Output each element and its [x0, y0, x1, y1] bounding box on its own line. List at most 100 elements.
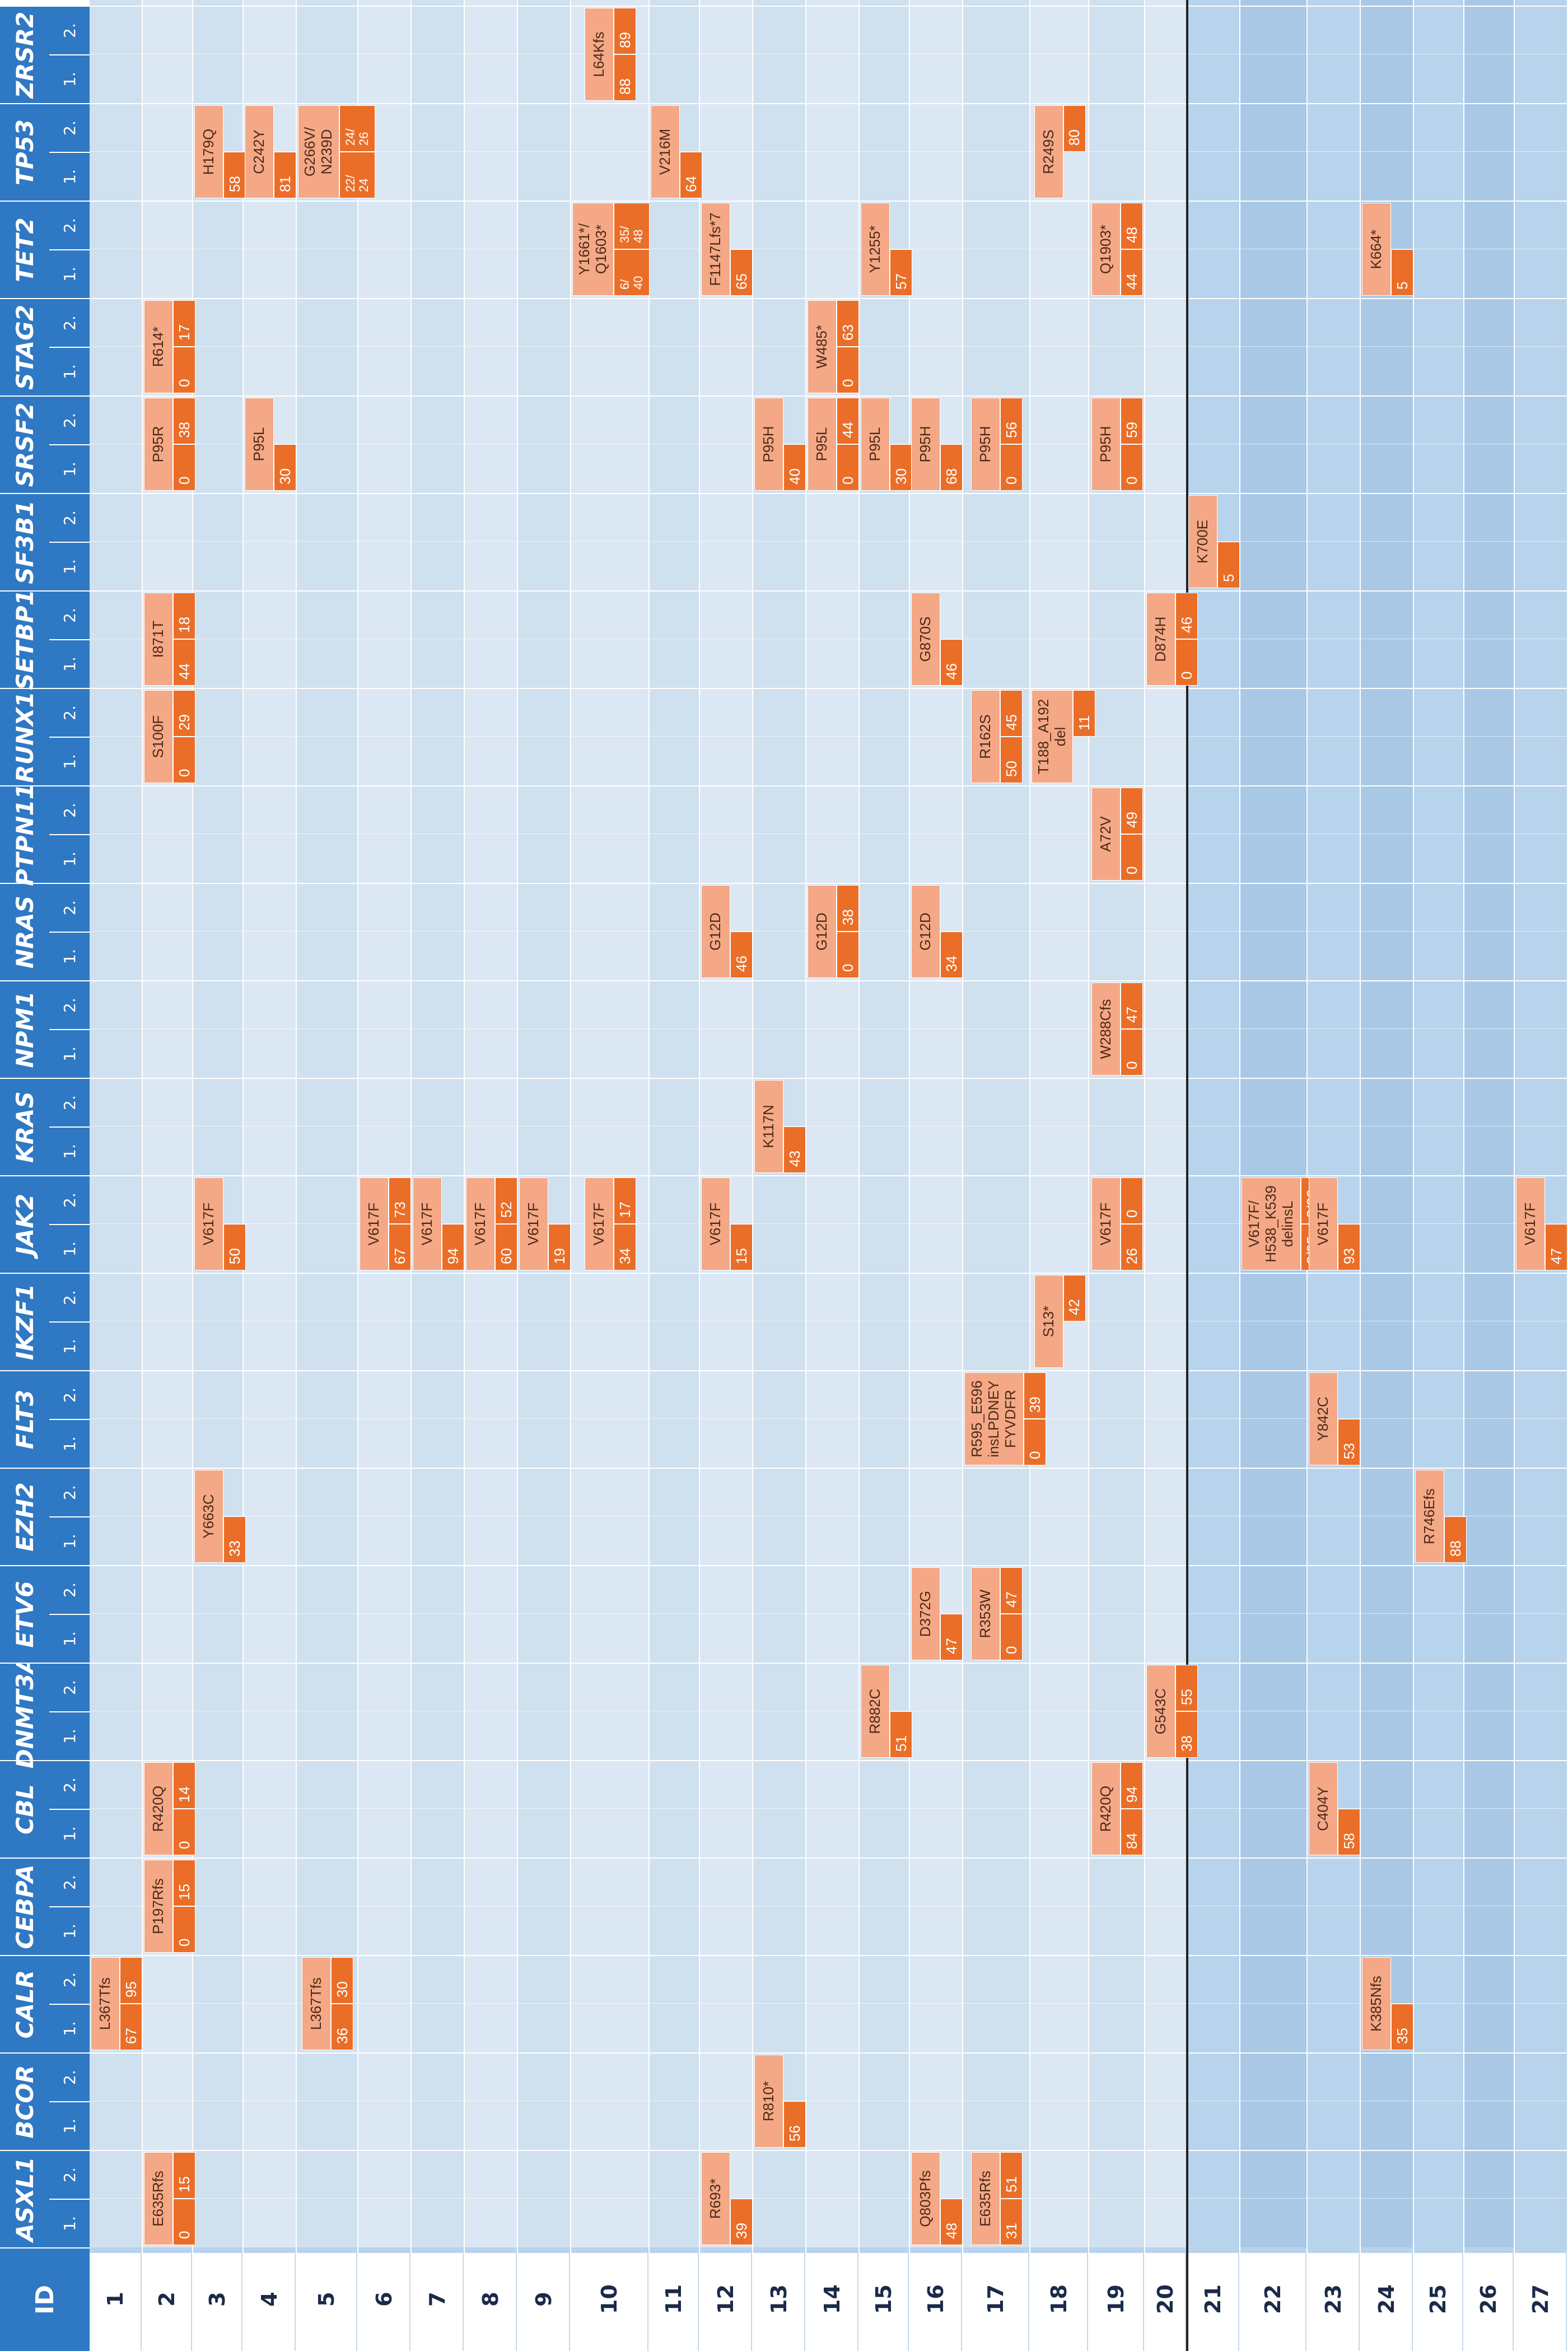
table-cell	[1361, 2150, 1413, 2247]
row-id: 12	[700, 2247, 752, 2351]
table-cell	[1089, 1955, 1144, 2052]
cell-divider	[1414, 2198, 1463, 2199]
row-id-marker	[297, 2247, 357, 2253]
table-cell	[1030, 201, 1088, 298]
cell-divider	[244, 736, 296, 737]
table-cell	[244, 298, 296, 395]
gene-header-flt3: FLT3	[0, 1370, 49, 1468]
table-cell	[753, 1273, 805, 1370]
vaf-row: 58	[223, 105, 246, 198]
cell-divider	[910, 1808, 962, 1809]
table-cell	[358, 1565, 410, 1663]
cell-divider	[193, 1613, 242, 1614]
table-cell	[1187, 201, 1239, 298]
row-id-marker	[1030, 2247, 1088, 2253]
table-cell	[1145, 1468, 1186, 1565]
table-cell	[1030, 785, 1088, 883]
table-cell	[1414, 1663, 1463, 1760]
mutation-entry: K700E 5	[1188, 495, 1240, 588]
table-cell	[1145, 785, 1186, 883]
vaf-timepoint-2: 95	[120, 1957, 142, 2004]
table-cell	[143, 1663, 192, 1760]
table-cell	[700, 1370, 752, 1468]
table-cell	[518, 2150, 570, 2247]
timepoint-header: 2.	[49, 1370, 90, 1419]
cell-divider	[806, 2198, 858, 2199]
vaf-timepoint-2	[890, 1665, 912, 1711]
table-cell	[1145, 103, 1186, 201]
table-cell	[1464, 980, 1514, 1078]
cell-divider	[650, 1223, 699, 1224]
table-cell	[963, 201, 1029, 298]
vaf-timepoint-2	[730, 203, 753, 249]
cell-divider	[1515, 541, 1567, 542]
cell-divider	[1515, 151, 1567, 152]
table-cell	[806, 785, 858, 883]
cell-divider	[1187, 2198, 1239, 2199]
table-cell	[193, 688, 242, 785]
vaf-timepoint-1: 30	[274, 444, 296, 491]
table-cell	[753, 883, 805, 980]
table-cell	[1187, 6, 1239, 103]
row-id-marker	[518, 2247, 570, 2253]
table-cell	[518, 785, 570, 883]
cell-divider	[1414, 1223, 1463, 1224]
table-cell	[90, 103, 142, 201]
table-cell	[143, 1468, 192, 1565]
cell-divider	[1464, 346, 1514, 347]
cell-divider	[297, 1808, 357, 1809]
cell-divider	[518, 541, 570, 542]
timepoint-header: 2.	[49, 1175, 90, 1224]
cell-divider	[465, 1613, 517, 1614]
table-cell	[571, 1078, 648, 1175]
table-cell	[910, 103, 962, 201]
table-cell	[910, 1273, 962, 1370]
vaf-timepoint-1: 0	[1175, 639, 1198, 686]
table-cell	[1145, 2052, 1186, 2150]
mutation-entry: D874H 0 46	[1146, 593, 1198, 686]
vaf-row: 0 17	[173, 300, 195, 393]
vaf-row: 0 56	[1000, 398, 1023, 491]
vaf-timepoint-2: 39	[1024, 1372, 1046, 1419]
row-id-marker	[1515, 2247, 1567, 2253]
vaf-row: 57	[890, 203, 912, 296]
cell-divider	[700, 541, 752, 542]
vaf-row: 84 94	[1121, 1762, 1143, 1855]
cell-divider	[1414, 2003, 1463, 2004]
mutation-entry: P197Rfs 0 15	[144, 1860, 195, 1953]
cell-divider	[1414, 346, 1463, 347]
cell-divider	[1515, 2198, 1567, 2199]
timepoint-header: 1.	[49, 2199, 90, 2247]
table-cell	[571, 395, 648, 493]
row-id-marker	[1187, 2247, 1239, 2253]
table-cell	[518, 1760, 570, 1857]
table-cell	[465, 1760, 517, 1857]
table-cell	[963, 1760, 1029, 1857]
table-cell	[143, 1955, 192, 2052]
cell-divider	[860, 2003, 909, 2004]
vaf-timepoint-2: 24/ 26	[339, 105, 375, 152]
table-cell	[90, 493, 142, 590]
table-cell	[1089, 1565, 1144, 1663]
table-cell	[650, 395, 699, 493]
row-id-marker	[1361, 2247, 1413, 2253]
vaf-timepoint-2	[680, 105, 702, 152]
table-cell	[297, 1078, 357, 1175]
cell-divider	[143, 931, 192, 932]
table-cell	[297, 785, 357, 883]
table-cell	[1464, 493, 1514, 590]
table-cell	[650, 1857, 699, 1955]
protein-change: R420Q	[1091, 1762, 1121, 1855]
cell-divider	[518, 1808, 570, 1809]
table-cell	[518, 395, 570, 493]
table-cell	[193, 1955, 242, 2052]
protein-change: P95L	[245, 398, 274, 491]
vaf-row: 39	[730, 2152, 753, 2245]
vaf-row: 0 29	[173, 690, 195, 783]
timepoint-header: 2.	[49, 2150, 90, 2199]
vaf-row: 31 51	[1000, 2152, 1023, 2245]
table-cell	[244, 493, 296, 590]
protein-change: R420Q	[144, 1762, 173, 1855]
table-cell	[90, 2052, 142, 2150]
table-cell	[1361, 1078, 1413, 1175]
